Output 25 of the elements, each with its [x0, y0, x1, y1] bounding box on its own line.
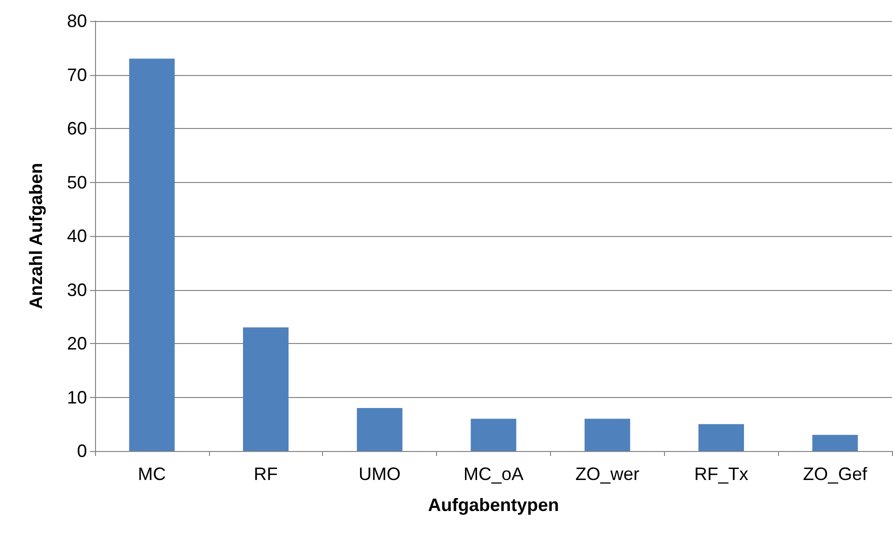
y-tick-label: 60: [66, 118, 87, 138]
x-tick-label: RF: [254, 464, 278, 484]
bar: [243, 327, 289, 451]
y-tick-label: 20: [66, 334, 87, 354]
x-tick-label: MC_oA: [463, 464, 524, 484]
x-tick-label: ZO_wer: [575, 464, 640, 484]
bar: [584, 418, 630, 451]
bar: [470, 418, 516, 451]
y-tick-label: 0: [76, 441, 87, 461]
y-tick-label: 50: [66, 172, 87, 192]
x-tick-label: UMO: [358, 464, 401, 484]
x-tick-label: ZO_Gef: [803, 464, 868, 484]
y-tick-label: 10: [66, 387, 87, 408]
y-tick-label: 30: [66, 280, 87, 300]
y-axis-title: Anzahl Aufgaben: [26, 162, 46, 310]
x-tick-label: RF_Tx: [694, 464, 748, 484]
y-tick-label: 40: [66, 226, 87, 246]
bar: [129, 58, 175, 451]
y-tick-label: 70: [66, 64, 87, 85]
y-tick-label: 80: [66, 11, 87, 31]
bar: [812, 434, 858, 451]
x-tick-label: MC: [138, 464, 166, 484]
x-axis-title: Aufgabentypen: [428, 495, 560, 515]
bar: [698, 424, 744, 451]
bar: [356, 408, 402, 451]
